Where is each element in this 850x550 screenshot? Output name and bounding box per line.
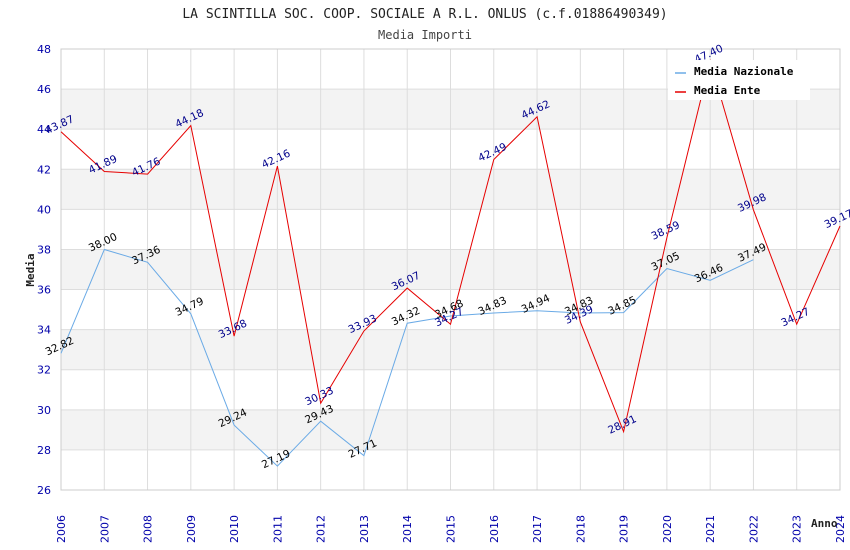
chart-title: LA SCINTILLA SOC. COOP. SOCIALE A R.L. O… bbox=[182, 7, 667, 22]
x-tick-label: 2019 bbox=[618, 515, 631, 543]
x-tick-label: 2009 bbox=[185, 515, 198, 543]
data-label-nazionale: 34.94 bbox=[520, 292, 553, 316]
data-label-nazionale: 34.32 bbox=[390, 305, 422, 329]
x-tick-label: 2023 bbox=[791, 515, 804, 543]
legend-label-ente: Media Ente bbox=[694, 84, 761, 97]
legend: Media Nazionale Media Ente bbox=[668, 60, 810, 100]
y-axis-label: Media bbox=[24, 253, 37, 286]
x-tick-label: 2014 bbox=[401, 515, 414, 543]
y-tick-label: 26 bbox=[37, 484, 51, 497]
y-tick-label: 34 bbox=[37, 324, 51, 337]
data-label-ente: 43.87 bbox=[44, 113, 76, 137]
y-tick-label: 48 bbox=[37, 43, 51, 56]
y-tick-label: 28 bbox=[37, 444, 51, 457]
data-label-ente: 34.27 bbox=[779, 306, 811, 330]
x-axis-label: Anno bbox=[811, 517, 838, 530]
x-tick-label: 2018 bbox=[574, 515, 587, 543]
y-tick-label: 38 bbox=[37, 243, 51, 256]
x-tick-label: 2013 bbox=[358, 515, 371, 543]
data-label-ente: 42.16 bbox=[260, 147, 293, 171]
x-tick-label: 2021 bbox=[704, 515, 717, 543]
x-tick-label: 2011 bbox=[271, 515, 284, 543]
chart-subtitle: Media Importi bbox=[378, 28, 472, 42]
y-tick-label: 42 bbox=[37, 163, 51, 176]
x-tick-label: 2017 bbox=[531, 515, 544, 543]
x-tick-label: 2010 bbox=[228, 515, 241, 543]
x-tick-label: 2015 bbox=[445, 515, 458, 543]
y-tick-label: 30 bbox=[37, 404, 51, 417]
y-tick-label: 32 bbox=[37, 364, 51, 377]
data-label-nazionale: 34.85 bbox=[606, 294, 638, 318]
y-tick-label: 36 bbox=[37, 284, 51, 297]
x-tick-label: 2006 bbox=[55, 515, 68, 543]
y-tick-label: 40 bbox=[37, 203, 51, 216]
x-axis-ticks: 2006 2007 2008 2009 2010 2011 2012 2013 2014 2015… bbox=[55, 515, 847, 543]
data-label-ente: 38.59 bbox=[649, 219, 681, 243]
legend-label-nazionale: Media Nazionale bbox=[694, 65, 794, 78]
data-label-nazionale: 34.83 bbox=[476, 294, 508, 318]
y-tick-label: 46 bbox=[37, 83, 51, 96]
x-tick-label: 2016 bbox=[488, 515, 501, 543]
x-tick-label: 2008 bbox=[142, 515, 155, 543]
data-label-ente: 42.49 bbox=[476, 141, 508, 165]
x-tick-label: 2012 bbox=[315, 515, 328, 543]
x-tick-label: 2020 bbox=[661, 515, 674, 543]
data-label-ente: 39.17 bbox=[823, 207, 850, 231]
data-label-nazionale: 27.19 bbox=[260, 448, 292, 472]
x-tick-label: 2022 bbox=[747, 515, 760, 543]
x-tick-label: 2007 bbox=[98, 515, 111, 543]
